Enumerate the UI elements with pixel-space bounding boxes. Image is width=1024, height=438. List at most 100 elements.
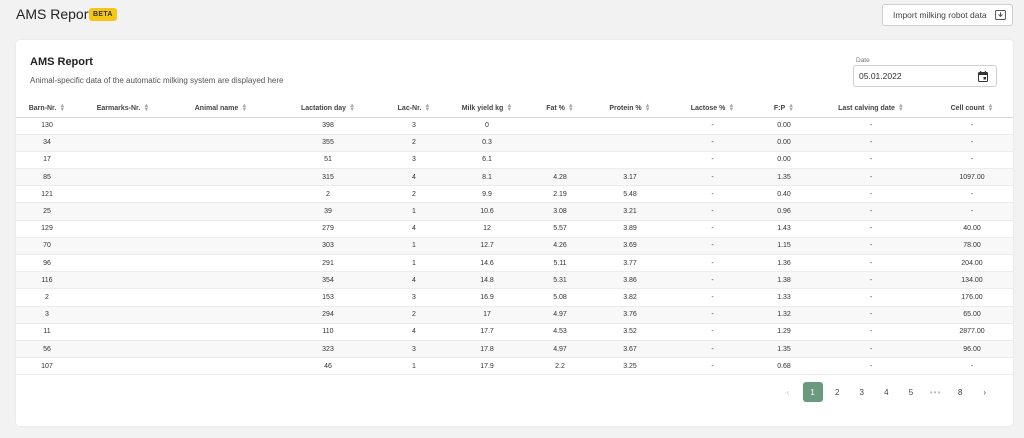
column-header-cell-count[interactable]: Cell count ▲ ▼	[931, 100, 1013, 118]
page-button-5[interactable]: 5	[908, 387, 914, 397]
table-cell: 0.68	[757, 357, 811, 376]
sort-icon[interactable]: ▲ ▼	[728, 103, 735, 114]
table-cell: 5.57	[528, 220, 592, 238]
table-row[interactable]: 107 46 1 17.9 2.2 3.25-0.68- -	[16, 357, 1013, 376]
sort-icon[interactable]: ▲ ▼	[59, 103, 66, 114]
table-cell	[168, 237, 274, 256]
table-cell: 17.7	[446, 323, 528, 341]
sort-icon[interactable]: ▲ ▼	[506, 103, 513, 114]
table-row[interactable]: 34 355 2 0.3-0.00- -	[16, 134, 1013, 152]
column-header-protein[interactable]: Protein % ▲ ▼	[592, 100, 668, 118]
sort-icon[interactable]: ▲ ▼	[241, 103, 248, 114]
page-button-1[interactable]: 1	[802, 382, 823, 402]
table-cell: 14.6	[446, 254, 528, 273]
table-cell: -	[931, 185, 1013, 204]
table-cell: 110	[274, 323, 382, 341]
column-header-earmarks-nr[interactable]: Earmarks-Nr. ▲ ▼	[78, 100, 168, 118]
sort-icon[interactable]: ▲ ▼	[987, 103, 994, 114]
table-cell: 291	[274, 254, 382, 273]
table-cell	[168, 151, 274, 170]
ams-report-card: AMS Report Animal-specific data of the a…	[16, 40, 1013, 426]
table-row[interactable]: 96 291 1 14.6 5.11 3.77-1.36-204.00	[16, 254, 1013, 273]
table-cell: 204.00	[931, 254, 1013, 273]
column-header-label: F:P	[773, 105, 786, 113]
ams-data-table: Barn-Nr. ▲ ▼ Earmarks-Nr. ▲ ▼ Animal name ▲ ▼ Lac…	[16, 100, 1013, 376]
import-milking-robot-data-button[interactable]: Import milking robot data	[882, 4, 1013, 26]
page-button-3[interactable]: 3	[859, 387, 864, 397]
table-cell: 355	[274, 134, 382, 152]
table-cell: 46	[274, 357, 382, 376]
calendar-icon[interactable]	[978, 71, 988, 82]
sort-icon[interactable]: ▲ ▼	[424, 103, 431, 114]
table-cell: 8.1	[446, 168, 528, 187]
table-cell: 96.00	[931, 340, 1013, 359]
sort-icon[interactable]: ▲ ▼	[349, 103, 356, 114]
page-button-2[interactable]: 2	[834, 387, 840, 397]
page-button-4[interactable]: 4	[884, 387, 889, 397]
column-header-lactose[interactable]: Lactose % ▲ ▼	[668, 100, 757, 118]
table-cell	[168, 323, 274, 341]
table-row[interactable]: 85 315 4 8.1 4.28 3.17-1.35-1097.00	[16, 168, 1013, 187]
page-title: AMS Report	[16, 6, 93, 22]
table-cell: 16.9	[446, 288, 528, 307]
table-row[interactable]: 11 110 4 17.7 4.53 3.52-1.29-2877.00	[16, 323, 1013, 341]
pagination-ellipsis: •••	[929, 387, 942, 397]
sort-icon[interactable]: ▲ ▼	[644, 103, 651, 114]
table-cell: 4.53	[528, 323, 592, 341]
column-header-animal-name[interactable]: Animal name ▲ ▼	[168, 100, 274, 118]
sort-icon[interactable]: ▲ ▼	[567, 103, 574, 114]
sort-icon[interactable]: ▲ ▼	[897, 103, 904, 114]
table-cell: 1.35	[757, 340, 811, 359]
sort-icon[interactable]: ▲ ▼	[788, 103, 795, 114]
next-page-button[interactable]: ›	[983, 387, 987, 397]
table-cell: 4	[382, 271, 446, 290]
table-row[interactable]: 2 153 3 16.9 5.08 3.82-1.33-176.00	[16, 288, 1013, 307]
table-cell: -	[811, 220, 931, 238]
date-picker-input[interactable]: 05.01.2022	[853, 65, 997, 87]
table-cell: 78.00	[931, 237, 1013, 256]
table-cell: 4	[382, 323, 446, 341]
table-row[interactable]: 17 51 3 6.1-0.00- -	[16, 151, 1013, 170]
table-row[interactable]: 70 303 1 12.7 4.26 3.69-1.15-78.00	[16, 237, 1013, 256]
table-cell: 294	[274, 306, 382, 324]
table-cell: 0.96	[757, 202, 811, 221]
column-header-milk-yield-kg[interactable]: Milk yield kg ▲ ▼	[446, 100, 528, 118]
table-row[interactable]: 129 279 4 12 5.57 3.89-1.43-40.00	[16, 220, 1013, 238]
table-cell	[78, 357, 168, 376]
table-row[interactable]: 25 39 1 10.6 3.08 3.21-0.96- -	[16, 202, 1013, 221]
column-header-label: Milk yield kg	[461, 105, 504, 113]
column-header-lactation-day[interactable]: Lactation day ▲ ▼	[274, 100, 382, 118]
table-cell	[168, 202, 274, 221]
table-cell: 2	[382, 306, 446, 324]
column-header-lac-nr[interactable]: Lac-Nr. ▲ ▼	[382, 100, 446, 118]
table-cell: 5.31	[528, 271, 592, 290]
table-cell: 134.00	[931, 271, 1013, 290]
table-row[interactable]: 121 2 2 9.9 2.19 5.48-0.40- -	[16, 185, 1013, 204]
column-header-label: Last calving date	[838, 105, 895, 113]
table-cell: 1	[382, 357, 446, 376]
table-row[interactable]: 56 323 3 17.8 4.97 3.67-1.35-96.00	[16, 340, 1013, 359]
table-cell: 279	[274, 220, 382, 238]
table-row[interactable]: 116 354 4 14.8 5.31 3.86-1.38-134.00	[16, 271, 1013, 290]
table-cell	[168, 306, 274, 324]
table-cell: 3.17	[592, 168, 668, 187]
sort-icon[interactable]: ▲ ▼	[143, 103, 150, 114]
table-cell: -	[668, 185, 757, 204]
column-header-fat[interactable]: Fat % ▲ ▼	[528, 100, 592, 118]
previous-page-button[interactable]: ‹	[786, 387, 790, 397]
column-header-label: Lac-Nr.	[397, 105, 422, 113]
table-cell: -	[668, 134, 757, 152]
table-cell: -	[668, 151, 757, 170]
table-cell: -	[811, 271, 931, 290]
column-header-label: Barn-Nr.	[28, 105, 57, 113]
table-row[interactable]: 130 398 3 0-0.00- -	[16, 117, 1013, 135]
table-cell: 1.33	[757, 288, 811, 307]
column-header-label: Cell count	[950, 105, 985, 113]
table-row[interactable]: 3 294 2 17 4.97 3.76-1.32-65.00	[16, 306, 1013, 324]
column-header-f-p[interactable]: F:P ▲ ▼	[757, 100, 811, 118]
table-cell	[78, 185, 168, 204]
column-header-last-calving-date[interactable]: Last calving date ▲ ▼	[811, 100, 931, 118]
table-cell: 34	[16, 134, 78, 152]
column-header-barn-nr[interactable]: Barn-Nr. ▲ ▼	[16, 100, 78, 118]
page-button-last[interactable]: 8	[957, 387, 963, 397]
